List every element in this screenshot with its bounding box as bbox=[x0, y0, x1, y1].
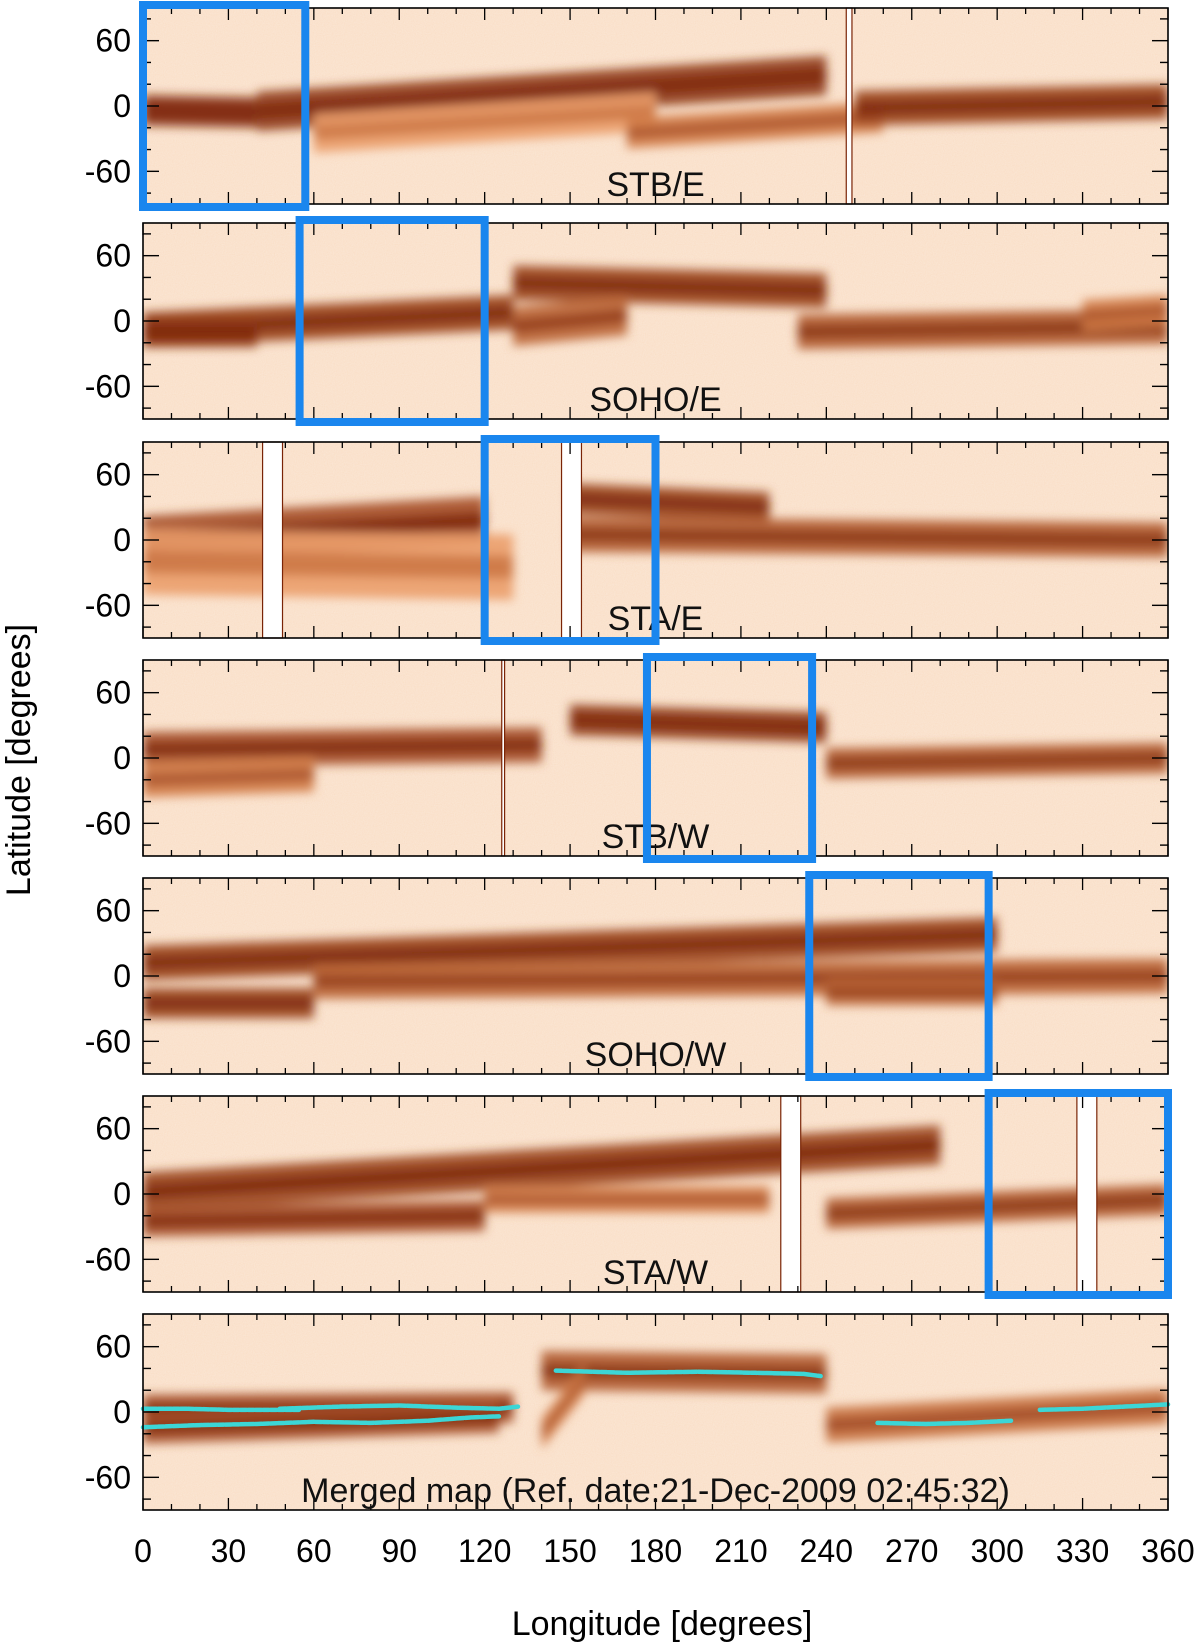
y-tick-label: -60 bbox=[85, 1241, 131, 1277]
y-tick-label: -60 bbox=[85, 805, 131, 841]
streamer-core bbox=[513, 276, 827, 297]
panel: 60 0 -60 STB/W bbox=[85, 653, 1169, 863]
y-tick-label: 60 bbox=[95, 675, 131, 711]
y-tick-label: 0 bbox=[113, 740, 131, 776]
highlight-box bbox=[805, 871, 993, 1081]
streamer-core bbox=[854, 95, 1168, 115]
highlight-box bbox=[480, 435, 660, 645]
x-tick-label: 90 bbox=[381, 1533, 417, 1569]
x-tick-label: 240 bbox=[800, 1533, 853, 1569]
y-tick-label: -60 bbox=[85, 1459, 131, 1495]
panel: 600-60 STA/E bbox=[85, 435, 1169, 645]
data-gap bbox=[261, 441, 284, 639]
highlight-box bbox=[984, 1089, 1172, 1299]
streamer-core bbox=[143, 997, 314, 1009]
streamer-core bbox=[513, 308, 628, 334]
y-tick-label: 0 bbox=[113, 88, 131, 124]
streamer-core bbox=[627, 111, 884, 139]
trace-line bbox=[277, 1403, 522, 1411]
highlight-box bbox=[642, 653, 817, 863]
streamer-core bbox=[143, 1210, 485, 1227]
streamer-core bbox=[570, 493, 770, 513]
x-tick-label: 210 bbox=[714, 1533, 767, 1569]
streamer-core bbox=[570, 714, 827, 733]
data-gap bbox=[845, 7, 853, 205]
x-tick-label: 150 bbox=[543, 1533, 596, 1569]
panel-label: STB/W bbox=[602, 818, 710, 856]
streamer-core bbox=[143, 738, 542, 756]
trace-line bbox=[1037, 1402, 1171, 1413]
y-tick-label: 0 bbox=[113, 1394, 131, 1430]
x-tick-label: 0 bbox=[134, 1533, 152, 1569]
panel-label: Merged map (Ref. date:21-Dec-2009 02:45:… bbox=[301, 1472, 1010, 1510]
streamer-core bbox=[143, 550, 514, 579]
y-tick-label: 0 bbox=[113, 958, 131, 994]
streamer-core bbox=[1082, 304, 1168, 321]
panel: 60 0 -60 Merged map (Ref. date:21-Dec-2009 … bbox=[85, 1313, 1171, 1511]
streamer-core bbox=[143, 1138, 941, 1199]
trace-line bbox=[875, 1418, 1014, 1427]
y-tick-label: -60 bbox=[85, 153, 131, 189]
y-tick-label: 60 bbox=[95, 238, 131, 274]
streamer-core bbox=[797, 320, 1168, 338]
data-gap bbox=[501, 659, 506, 857]
streamer-core bbox=[541, 1373, 585, 1440]
data-gap bbox=[1076, 1095, 1098, 1293]
panel-label: SOHO/W bbox=[585, 1036, 727, 1074]
data-gap bbox=[560, 441, 583, 639]
x-tick-label: 300 bbox=[970, 1533, 1023, 1569]
x-tick-label: 30 bbox=[211, 1533, 247, 1569]
x-axis: 0 30 60 90 120 150 180 210 240 270 300 330 360 bbox=[134, 1533, 1195, 1569]
panel-label: SOHO/E bbox=[589, 381, 721, 419]
streamer-core bbox=[143, 768, 314, 786]
streamer-core bbox=[313, 104, 656, 141]
y-tick-label: 60 bbox=[95, 1329, 131, 1365]
streamer-core bbox=[256, 68, 827, 119]
y-tick-label: 60 bbox=[95, 893, 131, 929]
trace-line bbox=[553, 1368, 823, 1379]
data-gap bbox=[780, 1095, 802, 1293]
panel: 60 0 -60 SOHO/E bbox=[85, 216, 1169, 426]
streamer-core bbox=[143, 326, 257, 338]
x-tick-label: 330 bbox=[1056, 1533, 1109, 1569]
panel: 60 0 -60 STB/E bbox=[85, 1, 1169, 211]
streamer-core bbox=[143, 105, 257, 118]
panel-label: STB/E bbox=[606, 166, 704, 204]
y-tick-label: 0 bbox=[113, 303, 131, 339]
y-tick-label: 60 bbox=[95, 457, 131, 493]
x-tick-label: 60 bbox=[296, 1533, 332, 1569]
streamer-core bbox=[826, 987, 998, 997]
y-tick-label: -60 bbox=[85, 1023, 131, 1059]
x-tick-label: 270 bbox=[885, 1533, 938, 1569]
trace-line bbox=[140, 1414, 502, 1430]
streamer-core bbox=[484, 1194, 770, 1205]
y-tick-label: -60 bbox=[85, 587, 131, 623]
y-tick-label: 60 bbox=[95, 23, 131, 59]
streamer-core bbox=[570, 528, 1168, 547]
streamer-core bbox=[826, 752, 1168, 769]
panel: 60 0 -60 SOHO/W bbox=[85, 871, 1169, 1081]
trace-line bbox=[140, 1406, 302, 1413]
y-tick-label: 0 bbox=[113, 1176, 131, 1212]
panel-label: STA/W bbox=[603, 1254, 708, 1292]
panel: 60 0 -60 STA/W bbox=[85, 1089, 1172, 1299]
y-tick-label: 60 bbox=[95, 1111, 131, 1147]
x-tick-label: 120 bbox=[458, 1533, 511, 1569]
y-tick-label: -60 bbox=[85, 368, 131, 404]
y-axis-title: Latitude [degrees] bbox=[0, 624, 38, 896]
highlight-box bbox=[139, 1, 310, 211]
streamer-core bbox=[143, 928, 998, 970]
highlight-box bbox=[295, 216, 489, 426]
y-tick-label: 0 bbox=[113, 522, 131, 558]
x-axis-title: Longitude [degrees] bbox=[512, 1605, 813, 1643]
x-tick-label: 180 bbox=[629, 1533, 682, 1569]
x-tick-label: 360 bbox=[1141, 1533, 1194, 1569]
